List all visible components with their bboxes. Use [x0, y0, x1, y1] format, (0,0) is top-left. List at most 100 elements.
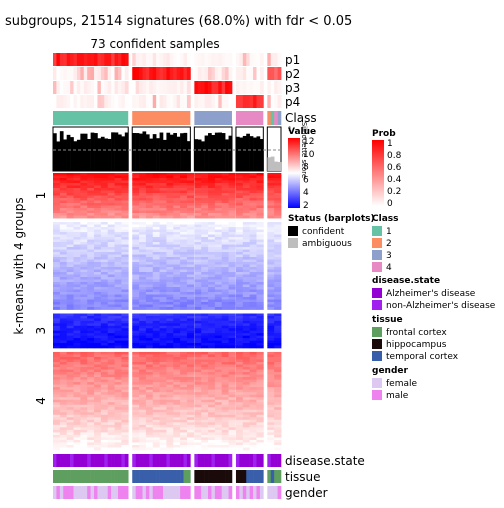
heatmap-cell — [180, 198, 188, 201]
tissue-cell — [59, 470, 64, 483]
silhouette-bar — [208, 133, 212, 171]
heatmap-cell — [114, 264, 122, 268]
heatmap-cell — [228, 351, 236, 355]
heatmap-cell — [59, 387, 68, 391]
heatmap-cell — [152, 437, 160, 441]
heatmap-cell — [145, 340, 154, 344]
heatmap-cell — [201, 224, 209, 228]
heatmap-cell — [201, 247, 209, 250]
heatmap-cell — [139, 432, 147, 436]
heatmap-cell — [208, 315, 216, 319]
heatmap-cell — [221, 432, 229, 436]
heatmap-cell — [228, 323, 236, 327]
prob-cell — [225, 53, 229, 66]
heatmap-cell — [66, 429, 74, 433]
heatmap-cell — [173, 429, 181, 433]
heatmap-cell — [235, 210, 244, 214]
heatmap-cell — [166, 414, 174, 418]
heatmap-cell — [166, 417, 174, 421]
heatmap-cell — [173, 392, 181, 396]
heatmap-cell — [152, 175, 160, 179]
heatmap-cell — [87, 257, 95, 260]
prob-cell — [211, 53, 216, 66]
heatmap-cell — [87, 315, 95, 319]
heatmap-cell — [87, 237, 95, 240]
heatmap-cell — [180, 284, 188, 288]
heatmap-cell — [94, 269, 102, 273]
heatmap-cell — [194, 302, 202, 305]
heatmap-cell — [87, 442, 95, 446]
heatmap-cell — [256, 335, 264, 339]
heatmap-cell — [274, 249, 282, 253]
prob-cell — [90, 53, 95, 66]
heatmap-cell — [139, 264, 147, 268]
heatmap-cell — [66, 414, 74, 418]
heatmap-cell — [194, 229, 202, 233]
prob-cell — [104, 81, 109, 94]
gender-cell — [235, 486, 240, 499]
heatmap-cell — [267, 318, 275, 322]
heatmap-cell — [235, 404, 244, 408]
heatmap-cell — [267, 302, 275, 305]
heatmap-cell — [249, 185, 257, 189]
heatmap-cell — [80, 227, 88, 230]
heatmap-cell — [166, 185, 174, 189]
heatmap-cell — [121, 369, 129, 373]
heatmap-cell — [100, 178, 109, 181]
heatmap-cell — [256, 377, 264, 381]
heatmap-cell — [152, 397, 160, 401]
heatmap-cell — [73, 244, 81, 248]
gender-cell — [249, 486, 254, 499]
heatmap-cell — [267, 252, 275, 255]
legend-tick: 1 — [387, 139, 393, 149]
heatmap-cell — [274, 356, 282, 360]
heatmap-cell — [53, 323, 61, 327]
heatmap-cell — [121, 402, 129, 406]
heatmap-cell — [139, 180, 147, 184]
heatmap-cell — [180, 302, 188, 305]
prob-cell — [197, 53, 202, 66]
heatmap-cell — [59, 379, 68, 383]
heatmap-cell — [274, 175, 282, 179]
disease-cell — [114, 454, 119, 467]
heatmap-cell — [87, 249, 95, 253]
heatmap-cell — [73, 359, 81, 363]
heatmap-cell — [267, 404, 275, 408]
heatmap-cell — [80, 384, 88, 388]
heatmap-cell — [80, 364, 88, 368]
heatmap-cell — [201, 320, 209, 324]
heatmap-cell — [274, 257, 282, 260]
heatmap-cell — [274, 297, 282, 300]
heatmap-cell — [194, 175, 202, 179]
heatmap-cell — [256, 210, 264, 214]
heatmap-cell — [114, 372, 122, 375]
heatmap-cell — [66, 195, 74, 199]
heatmap-cell — [145, 254, 154, 258]
heatmap-cell — [66, 320, 74, 324]
heatmap-cell — [132, 318, 140, 322]
prob-cell — [94, 53, 98, 66]
tissue-cell — [90, 470, 95, 483]
heatmap-cell — [87, 374, 95, 378]
prob-cell — [66, 95, 71, 108]
heatmap-cell — [59, 249, 68, 253]
heatmap-cell — [159, 367, 167, 370]
heatmap-cell — [80, 372, 88, 375]
heatmap-cell — [132, 356, 140, 360]
heatmap-cell — [221, 210, 229, 214]
heatmap-cell — [267, 183, 275, 186]
heatmap-cell — [242, 397, 251, 401]
heatmap-cell — [194, 399, 202, 403]
heatmap-cell — [221, 354, 229, 358]
heatmap-cell — [166, 359, 174, 363]
heatmap-cell — [66, 237, 74, 240]
prob-cell — [152, 81, 157, 94]
heatmap-cell — [139, 333, 147, 337]
heatmap-cell — [53, 444, 61, 448]
heatmap-cell — [159, 338, 167, 341]
heatmap-cell — [166, 387, 174, 391]
heatmap-cell — [214, 259, 223, 263]
heatmap-cell — [53, 364, 61, 368]
heatmap-cell — [107, 422, 115, 426]
heatmap-cell — [80, 215, 88, 219]
